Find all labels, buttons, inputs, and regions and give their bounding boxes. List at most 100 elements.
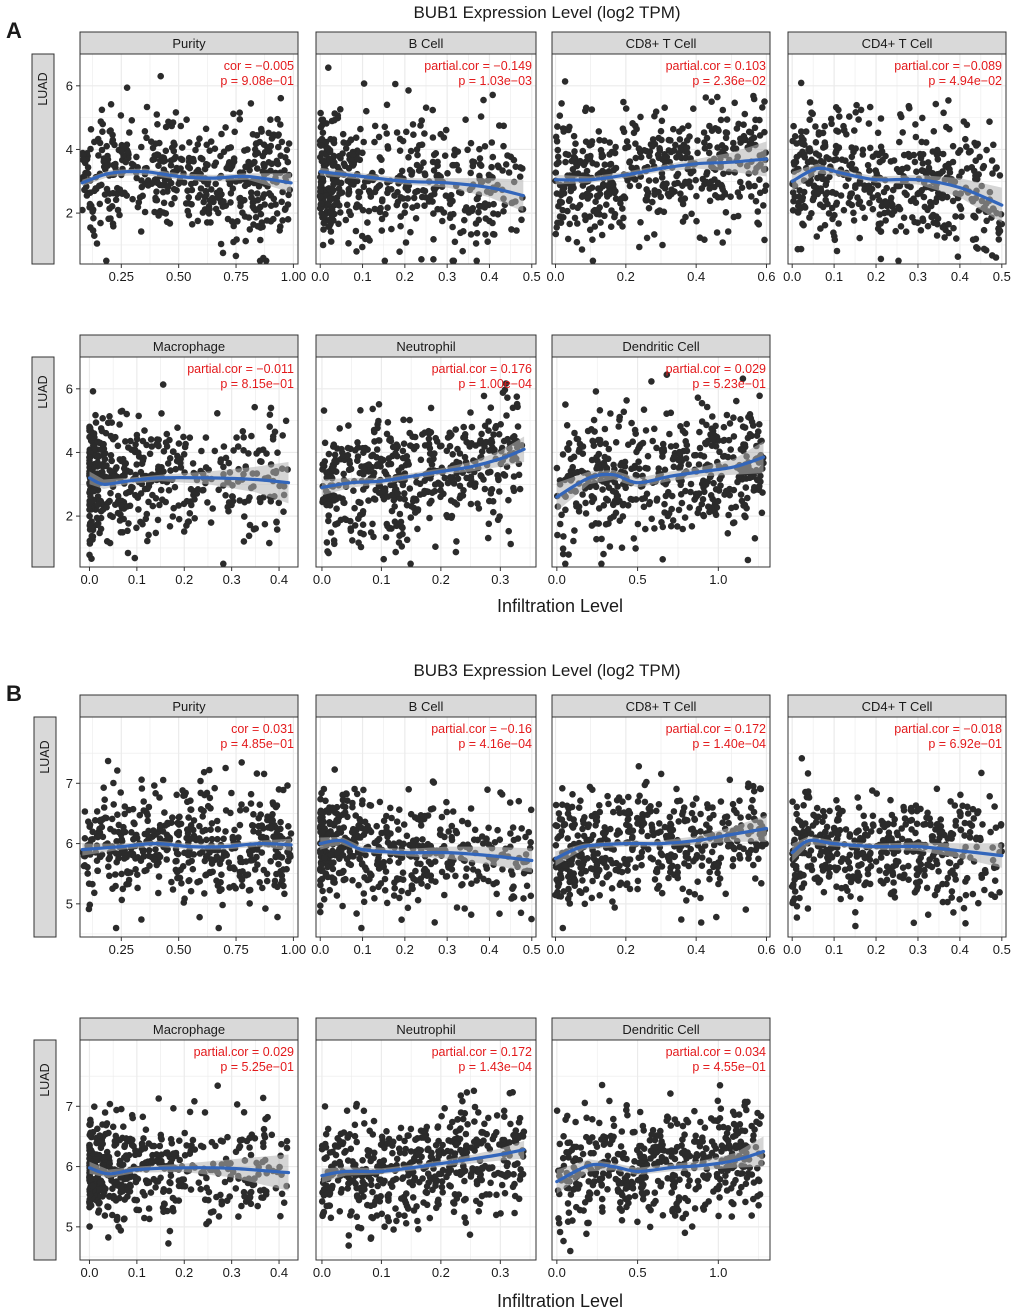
data-point [257, 210, 265, 218]
data-point [676, 449, 683, 457]
data-point [155, 162, 162, 169]
data-point [698, 845, 705, 853]
data-point [239, 428, 247, 435]
data-point [113, 838, 120, 845]
y-tick-label: 7 [66, 776, 73, 791]
data-point [360, 80, 368, 87]
data-point [626, 182, 634, 190]
data-point [369, 885, 377, 893]
data-point [230, 882, 237, 890]
data-point [714, 869, 721, 877]
data-point [477, 113, 485, 120]
data-point [161, 809, 168, 816]
data-point [692, 493, 700, 501]
x-tick-label: 1.0 [709, 572, 727, 587]
data-point [266, 411, 274, 419]
data-point [392, 80, 399, 88]
data-point [919, 151, 927, 158]
data-point [275, 499, 283, 507]
data-point [753, 476, 761, 484]
data-point [467, 805, 475, 812]
data-point [94, 867, 101, 874]
x-tick-label: 0.0 [548, 572, 566, 587]
data-point [161, 177, 169, 184]
data-point [659, 241, 666, 249]
data-point [593, 465, 600, 473]
data-point [571, 214, 579, 222]
data-point [657, 127, 665, 135]
data-point [479, 840, 487, 847]
data-point [570, 184, 577, 192]
data-point [208, 857, 216, 865]
data-point [152, 495, 160, 502]
data-point [620, 128, 628, 136]
data-point [807, 147, 814, 155]
data-point [817, 225, 824, 232]
data-point [390, 496, 398, 504]
data-point [806, 116, 813, 123]
data-point [223, 851, 230, 859]
x-tick-label: 0.3 [909, 269, 927, 284]
data-point [626, 823, 633, 830]
confidence-band [89, 462, 289, 504]
data-point [588, 106, 596, 113]
data-point [86, 189, 94, 196]
data-point [989, 170, 996, 177]
data-point [253, 132, 261, 139]
data-point [477, 437, 484, 444]
data-point [513, 400, 521, 408]
data-point [460, 423, 468, 431]
data-point [656, 820, 663, 827]
data-point [217, 240, 225, 248]
data-point [80, 862, 88, 870]
data-point [741, 110, 749, 118]
data-point [332, 521, 339, 528]
data-point [274, 913, 281, 921]
data-point [335, 869, 343, 877]
data-point [391, 503, 399, 510]
data-point [588, 138, 596, 145]
data-point [882, 152, 889, 160]
x-tick-label: 1.00 [281, 942, 306, 957]
data-point [790, 122, 797, 130]
data-point [621, 463, 629, 470]
data-point [336, 425, 344, 432]
data-point [126, 468, 134, 476]
data-point [194, 217, 202, 225]
data-point [701, 139, 708, 146]
data-point [494, 472, 501, 479]
data-point [180, 899, 188, 906]
data-point [185, 877, 192, 885]
stat-cor-label: partial.cor = −0.011 [187, 362, 294, 376]
data-point [460, 228, 467, 235]
data-point [420, 490, 428, 498]
data-point [730, 414, 737, 422]
facet-strip-label: CD4+ T Cell [862, 36, 933, 51]
data-point [340, 160, 348, 167]
data-point [202, 187, 210, 195]
data-point [174, 874, 181, 882]
data-point [146, 450, 154, 458]
data-point [400, 416, 407, 424]
data-point [211, 162, 218, 169]
data-point [137, 518, 144, 526]
data-point [678, 499, 686, 507]
data-point [494, 162, 502, 169]
data-point [381, 468, 389, 476]
data-point [111, 473, 118, 480]
data-point [211, 447, 219, 455]
data-point [251, 146, 259, 153]
data-point [229, 833, 237, 841]
data-point [349, 537, 356, 544]
data-point [596, 136, 603, 144]
data-point [356, 855, 363, 862]
data-point [934, 220, 941, 228]
data-point [107, 101, 115, 108]
data-point [571, 148, 578, 155]
data-point [184, 826, 191, 833]
data-point [260, 191, 268, 198]
data-point [382, 534, 390, 541]
data-point [252, 214, 260, 221]
